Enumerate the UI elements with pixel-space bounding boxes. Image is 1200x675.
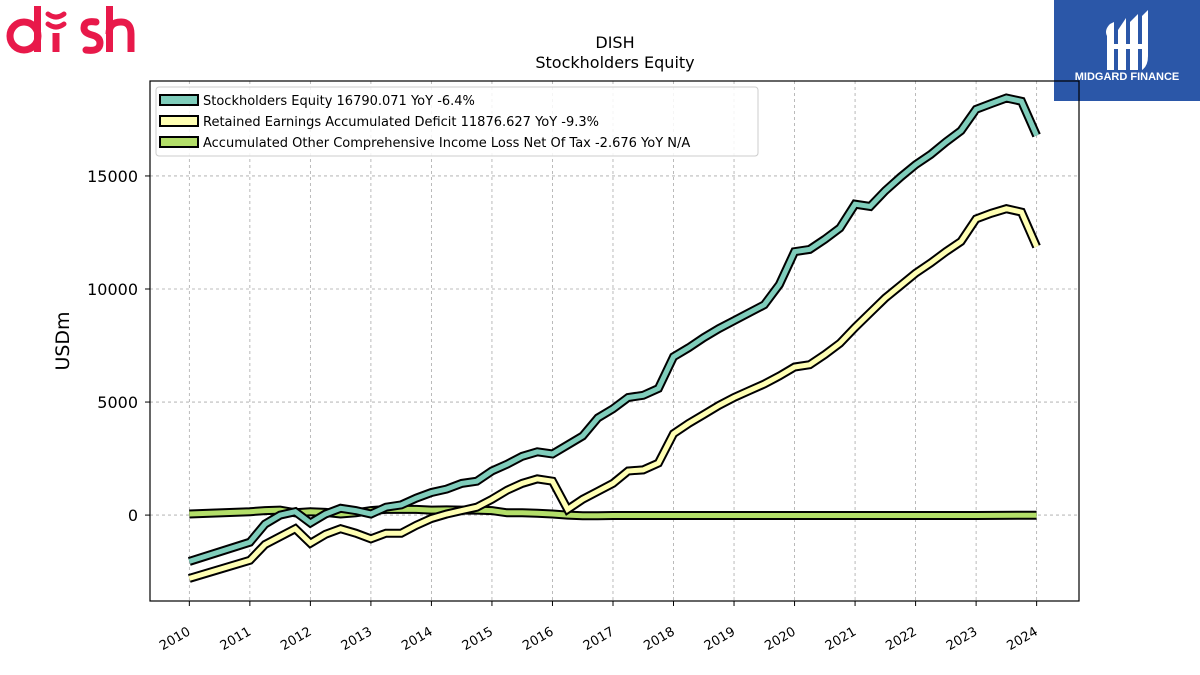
x-tick-label: 2013	[339, 624, 375, 654]
legend-swatch-1	[159, 94, 199, 106]
x-tick-label: 2023	[944, 624, 980, 654]
x-tick-label: 2021	[823, 624, 859, 654]
y-tick-label: 5000	[97, 393, 138, 412]
series-3-line	[189, 506, 1037, 519]
series-2-line	[188, 206, 1039, 581]
chart-title: DISH	[595, 33, 634, 52]
x-tick-label: 2011	[218, 624, 254, 654]
midgard-emblem-icon: MIDGARD FINANCE	[1075, 10, 1180, 83]
x-axis-ticks: 2010 2011 2012 2013 2014 2015 2016 2017 2018 2019…	[157, 601, 1041, 654]
legend-entry-1: Stockholders Equity 16790.071 YoY -6.4%	[203, 94, 475, 109]
x-tick-label: 2024	[1004, 624, 1040, 654]
x-tick-label: 2020	[762, 624, 798, 654]
y-axis-ticks: 0 5000 10000 15000	[87, 167, 150, 525]
y-tick-label: 15000	[87, 167, 138, 186]
x-tick-label: 2022	[883, 624, 919, 654]
x-tick-label: 2014	[399, 624, 435, 654]
legend-swatch-2	[159, 115, 199, 127]
x-tick-label: 2010	[157, 624, 193, 654]
x-tick-label: 2016	[520, 624, 556, 654]
x-tick-label: 2012	[278, 624, 314, 654]
midgard-finance-logo: MIDGARD FINANCE	[1054, 0, 1200, 101]
chart-subtitle: Stockholders Equity	[535, 53, 694, 72]
grid	[150, 81, 1079, 601]
legend: Stockholders Equity 16790.071 YoY -6.4% R…	[155, 86, 759, 157]
dish-logo: dish	[6, 6, 135, 54]
y-tick-label: 0	[128, 506, 138, 525]
y-tick-label: 10000	[87, 280, 138, 299]
legend-box	[155, 86, 759, 157]
x-tick-label: 2018	[641, 624, 677, 654]
y-axis-label: USDm	[52, 311, 74, 370]
series-1-line	[188, 95, 1039, 564]
legend-entry-3: Accumulated Other Comprehensive Income L…	[203, 136, 690, 151]
series-lines	[187, 93, 1041, 583]
plot-area-border	[149, 80, 1080, 602]
legend-swatch-3	[159, 136, 199, 148]
legend-entry-2: Retained Earnings Accumulated Deficit 11…	[203, 115, 599, 130]
x-tick-label: 2015	[460, 624, 496, 654]
x-tick-label: 2017	[581, 624, 617, 654]
midgard-logo-text: MIDGARD FINANCE	[1075, 71, 1180, 83]
x-tick-label: 2019	[702, 624, 738, 654]
